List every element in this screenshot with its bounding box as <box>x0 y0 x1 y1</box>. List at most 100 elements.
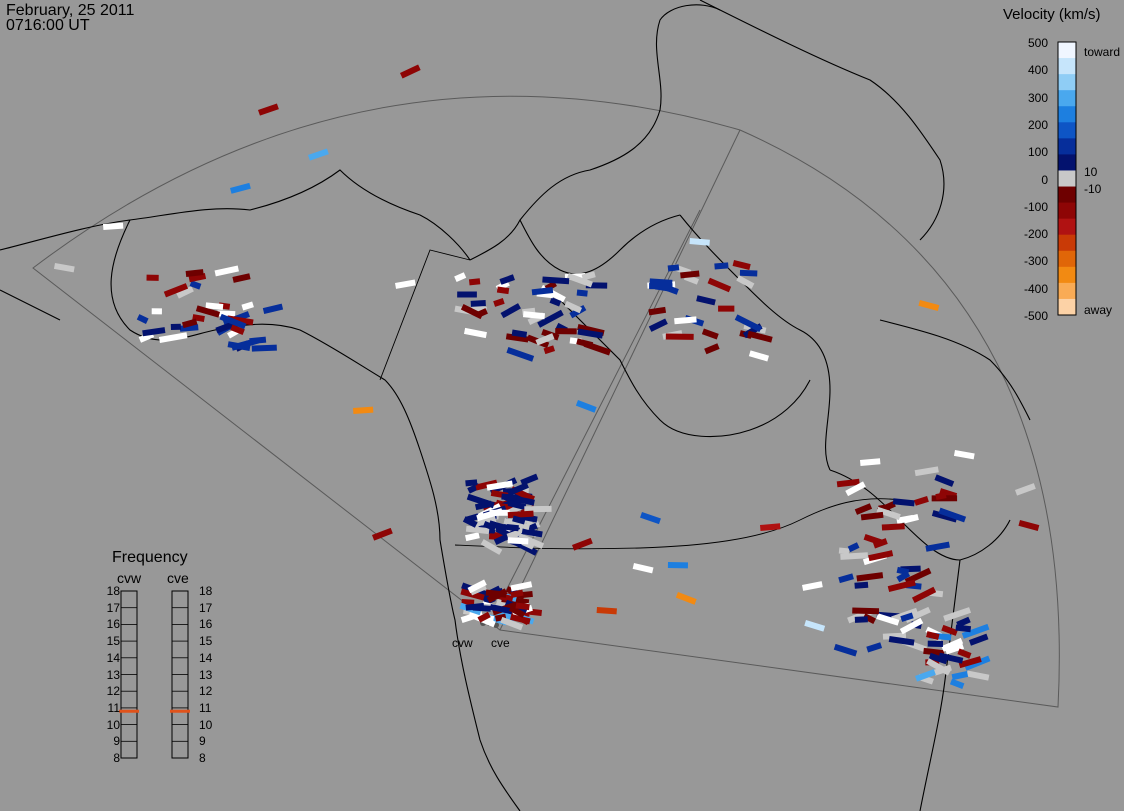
frequency-bars <box>119 590 190 759</box>
colorbar-tick-label: -100 <box>1023 199 1048 214</box>
colorbar-segment <box>1058 122 1076 139</box>
velocity-cell <box>531 287 554 296</box>
velocity-cell <box>596 607 617 615</box>
velocity-cell <box>500 303 521 319</box>
velocity-cell <box>914 466 939 477</box>
velocity-cell <box>475 479 498 491</box>
colorbar-frame <box>1057 41 1077 316</box>
velocity-cell <box>472 604 491 612</box>
colorbar-segment <box>1058 266 1076 284</box>
velocity-cell <box>189 280 202 290</box>
velocity-cell <box>854 581 869 589</box>
velocity-cell <box>862 613 877 625</box>
velocity-cell <box>696 295 716 306</box>
velocity-cell <box>509 613 531 625</box>
colorbar-segment <box>1058 154 1076 171</box>
colorbar-segment <box>1058 42 1076 59</box>
frequency-scale-label: 13 <box>106 667 120 682</box>
velocity-cell <box>576 289 588 297</box>
velocity-cell <box>836 478 860 488</box>
velocity-cell <box>925 631 940 641</box>
velocity-colorbar <box>1057 41 1077 316</box>
velocity-cell <box>748 350 770 362</box>
velocity-cell <box>918 300 940 311</box>
velocity-cell <box>957 648 972 659</box>
velocity-cell <box>517 533 545 549</box>
velocity-cell <box>736 275 755 289</box>
velocity-cell <box>467 579 487 594</box>
velocity-cell <box>231 337 260 351</box>
velocity-cell <box>732 260 751 271</box>
velocity-cell <box>506 529 522 540</box>
velocity-cell <box>226 315 254 326</box>
velocity-cell <box>833 643 858 657</box>
colorbar-tick-label: 0 <box>1041 172 1048 187</box>
velocity-cell <box>501 493 517 501</box>
velocity-cell <box>667 562 688 569</box>
velocity-cell <box>927 640 944 647</box>
velocity-cell <box>510 581 533 592</box>
frequency-scale-label: 12 <box>106 684 120 699</box>
velocity-cell <box>520 473 539 486</box>
velocity-cell <box>860 511 884 521</box>
velocity-cell <box>838 573 854 584</box>
velocity-cell <box>956 616 971 628</box>
velocity-cell <box>941 624 958 636</box>
colorbar-tick-label: -300 <box>1023 254 1048 269</box>
colorbar-segment <box>1058 282 1076 300</box>
velocity-cell <box>934 474 955 487</box>
frequency-scale-label: 12 <box>199 684 213 699</box>
colorbar-tick-label: 300 <box>1027 90 1048 105</box>
velocity-cell <box>470 300 486 307</box>
velocity-cell <box>649 283 673 290</box>
frequency-col-cvw: cvw <box>117 570 142 586</box>
frequency-scale-label: 14 <box>199 650 213 665</box>
velocity-cell <box>923 647 945 657</box>
frequency-scale-label: 11 <box>199 700 212 715</box>
frequency-scale-label: 18 <box>199 584 213 598</box>
velocity-cell <box>707 277 732 293</box>
velocity-cell <box>667 264 680 272</box>
velocity-cell <box>900 612 914 622</box>
velocity-cell <box>854 503 873 515</box>
velocity-cell <box>576 338 594 349</box>
velocity-cell <box>804 620 826 632</box>
frequency-scale-label: 15 <box>199 634 213 649</box>
velocity-cell <box>665 333 694 340</box>
velocity-cell <box>577 328 604 339</box>
frequency-scale-label: 16 <box>106 617 120 632</box>
colorbar-tick-label: 400 <box>1027 63 1048 78</box>
colorbar-segment <box>1058 58 1076 75</box>
velocity-cell <box>457 291 477 298</box>
velocity-cell <box>489 603 513 615</box>
velocity-cell <box>176 285 194 299</box>
colorbar-tick-label: 500 <box>1027 36 1048 50</box>
date-label: February, 25 2011 <box>6 2 135 19</box>
frequency-scale-label: 9 <box>113 734 120 749</box>
velocity-cell <box>507 537 529 545</box>
velocity-cell <box>892 498 915 507</box>
velocity-cell <box>462 516 478 528</box>
velocity-cell <box>512 515 526 525</box>
coastlines <box>0 0 1031 811</box>
velocity-cell <box>868 550 894 562</box>
velocity-cell <box>914 495 929 506</box>
velocity-cell <box>510 589 524 598</box>
velocity-cell <box>535 333 555 346</box>
velocity-cell <box>468 278 481 286</box>
velocity-cell <box>463 327 487 339</box>
velocity-cell <box>854 616 868 623</box>
velocity-cell <box>477 611 491 623</box>
velocity-cell <box>170 323 181 331</box>
colorbar-segment <box>1058 234 1076 252</box>
colorbar-tick-label: -500 <box>1023 309 1048 323</box>
velocity-cell <box>230 324 245 335</box>
velocity-cell <box>734 314 763 333</box>
colorbar-tick-label: 100 <box>1027 145 1048 160</box>
velocity-cell <box>308 148 329 161</box>
velocity-cell <box>704 343 720 355</box>
radar-label-cvw: cvw <box>452 636 473 650</box>
frequency-scale-label: 17 <box>199 600 213 615</box>
velocity-cell <box>680 270 700 279</box>
frequency-title: Frequency <box>112 549 188 566</box>
